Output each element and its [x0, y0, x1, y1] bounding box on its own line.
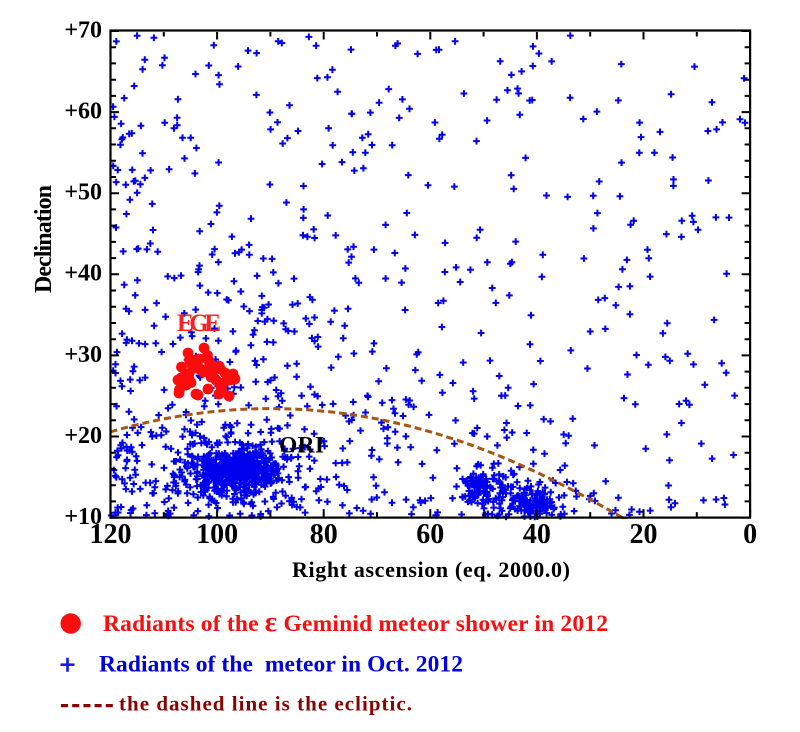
svg-text:Declination: Declination [31, 185, 57, 293]
svg-text:40: 40 [523, 519, 551, 550]
svg-text:+50: +50 [64, 180, 102, 206]
svg-text:20: 20 [630, 519, 658, 550]
svg-text:Right ascension (eq. 2000.0): Right ascension (eq. 2000.0) [292, 557, 570, 582]
svg-text:EGE: EGE [177, 310, 221, 337]
svg-text:+70: +70 [64, 17, 102, 43]
svg-text:+40: +40 [64, 261, 102, 287]
svg-text:Radiants of the ε Geminid mete: Radiants of the ε Geminid meteor shower … [103, 606, 608, 638]
svg-text:+20: +20 [64, 423, 102, 449]
svg-text:60: 60 [416, 519, 444, 550]
svg-text:Radiants of the meteor in Oct: Radiants of the meteor in Oct. 2012 [99, 652, 463, 678]
svg-text:the dashed line is the eclipti: the dashed line is the ecliptic. [119, 691, 412, 715]
svg-text:120: 120 [90, 519, 132, 550]
svg-text:0: 0 [743, 519, 757, 550]
svg-text:+60: +60 [64, 99, 102, 125]
svg-text:ORI: ORI [279, 433, 324, 459]
svg-text:+10: +10 [64, 504, 102, 530]
svg-text:+30: +30 [64, 342, 102, 368]
svg-text:100: 100 [196, 519, 238, 550]
svg-text:80: 80 [310, 519, 338, 550]
